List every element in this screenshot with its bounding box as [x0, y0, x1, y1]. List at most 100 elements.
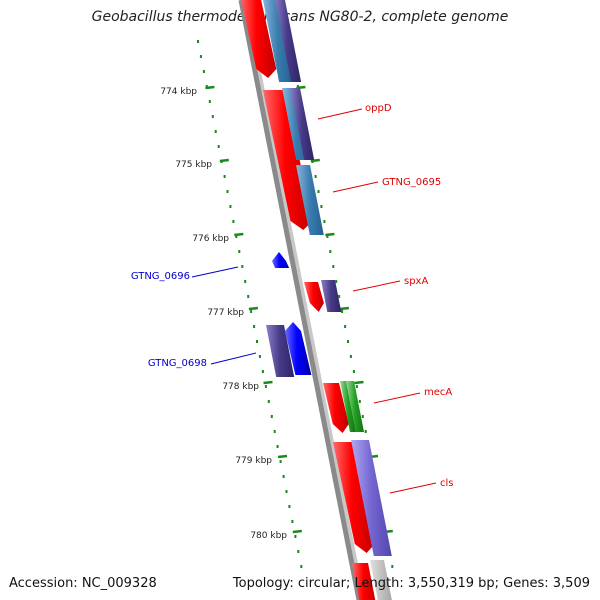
- gene-label-GTNG_0696[interactable]: GTNG_0696: [131, 271, 190, 282]
- gene-grey-bottom[interactable]: [370, 560, 394, 600]
- gene-spxA[interactable]: [304, 282, 324, 312]
- tick-dot: [391, 565, 394, 568]
- tick-dot: [364, 430, 367, 433]
- backbone: [238, 0, 365, 600]
- tick-dot: [250, 310, 253, 313]
- gene-spxA-partner[interactable]: [321, 280, 342, 312]
- gene-features: [240, 0, 394, 600]
- tick-dot: [355, 385, 358, 388]
- major-tick: [205, 85, 215, 90]
- tick-dot: [338, 295, 341, 298]
- tick-dot: [261, 370, 264, 373]
- tick-dot: [270, 415, 273, 418]
- tick-dot: [264, 385, 267, 388]
- major-tick: [296, 85, 306, 90]
- scale-label-778: 778 kbp: [222, 382, 259, 392]
- backbone-line: [238, 0, 362, 600]
- tick-dot: [229, 205, 232, 208]
- scale-label-779: 779 kbp: [235, 456, 272, 466]
- tick-dot: [300, 565, 303, 568]
- gene-label-cls[interactable]: cls: [440, 478, 454, 489]
- gene-green-a[interactable]: [340, 381, 356, 432]
- gene-GTNG_0695[interactable]: [296, 165, 324, 235]
- tick-dot: [235, 235, 238, 238]
- genome-summary-text: Topology: circular; Length: 3,550,319 bp…: [232, 576, 590, 591]
- leader-oppD: [317, 108, 363, 120]
- scale-label-780: 780 kbp: [250, 531, 287, 541]
- accession-text: Accession: NC_009328: [9, 576, 157, 591]
- tick-dot: [217, 145, 220, 148]
- tick-dot: [314, 175, 317, 178]
- tick-dot: [214, 130, 217, 133]
- tick-dot: [199, 55, 202, 58]
- tick-dot: [288, 505, 291, 508]
- tick-dot: [267, 400, 270, 403]
- tick-dot: [294, 535, 297, 538]
- tick-dot: [226, 190, 229, 193]
- major-tick: [310, 158, 320, 163]
- tick-dot: [285, 490, 288, 493]
- scale-label-775: 775 kbp: [175, 160, 212, 170]
- gene-purple-b[interactable]: [290, 88, 315, 160]
- tick-dot: [296, 85, 299, 88]
- tick-dot: [323, 220, 326, 223]
- major-tick: [325, 232, 335, 237]
- gene-red-bottom[interactable]: [352, 563, 377, 600]
- tick-dot: [208, 100, 211, 103]
- tick-dot: [344, 325, 347, 328]
- tick-dot: [335, 280, 338, 283]
- leader-spxA: [352, 280, 401, 292]
- tick-dot: [238, 250, 241, 253]
- gene-oppD[interactable]: [263, 90, 313, 230]
- gene-purple-c[interactable]: [266, 325, 295, 377]
- gene-lightpurple[interactable]: [351, 440, 392, 556]
- gene-label-mecA[interactable]: mecA: [424, 387, 452, 398]
- tick-dot: [347, 340, 349, 343]
- tick-dot: [279, 460, 282, 463]
- gene-label-GTNG_0698[interactable]: GTNG_0698: [148, 358, 207, 369]
- major-tick: [234, 232, 244, 237]
- tick-dot: [211, 115, 214, 118]
- tick-dot: [197, 40, 199, 43]
- tick-dot: [282, 475, 285, 478]
- gene-red-a[interactable]: [240, 0, 277, 78]
- gene-GTNG_0696[interactable]: [272, 252, 290, 268]
- tick-dot: [256, 340, 258, 343]
- tick-dot: [341, 310, 344, 313]
- gene-label-spxA[interactable]: spxA: [404, 276, 428, 287]
- gene-labels: oppD GTNG_0695 GTNG_0696 spxA GTNG_0698 …: [131, 103, 454, 494]
- scale-label-774: 774 kbp: [160, 87, 197, 97]
- tick-dot: [352, 370, 355, 373]
- leader-GTNG_0695: [332, 181, 379, 193]
- leader-cls: [389, 482, 437, 494]
- major-tick: [354, 380, 364, 385]
- major-tick: [339, 306, 350, 311]
- tick-dot: [276, 445, 279, 448]
- gene-label-GTNG_0695[interactable]: GTNG_0695: [382, 177, 441, 188]
- tick-dot: [326, 235, 329, 238]
- gene-mecA[interactable]: [323, 383, 349, 433]
- tick-dot: [253, 325, 256, 328]
- scale-label-776: 776 kbp: [192, 234, 229, 244]
- tick-dot: [258, 355, 261, 358]
- tick-dot: [329, 250, 332, 253]
- major-tick: [219, 158, 229, 163]
- gene-GTNG_0698[interactable]: [285, 322, 312, 375]
- map-title: Geobacillus thermodenitrificans NG80-2, …: [91, 9, 509, 25]
- tick-dot: [202, 70, 205, 73]
- tick-dot: [241, 265, 244, 268]
- tick-dot: [223, 175, 226, 178]
- tick-dot: [232, 220, 235, 223]
- gene-label-oppD[interactable]: oppD: [365, 103, 392, 114]
- gene-steel-a[interactable]: [262, 0, 294, 82]
- gene-green-b[interactable]: [346, 381, 364, 432]
- tick-dot: [297, 550, 300, 553]
- gene-purple-a[interactable]: [274, 0, 302, 82]
- major-tick: [277, 454, 288, 459]
- major-tick: [248, 306, 259, 311]
- gene-cls[interactable]: [333, 442, 375, 553]
- tick-dot: [317, 190, 320, 193]
- scale-labels: 774 kbp 775 kbp 776 kbp 777 kbp 778 kbp …: [160, 87, 287, 541]
